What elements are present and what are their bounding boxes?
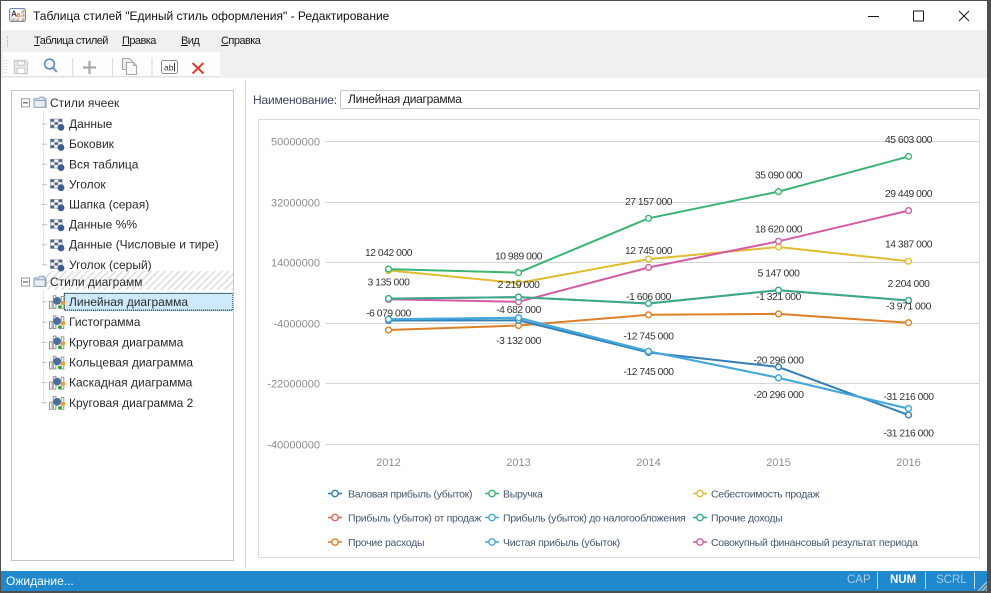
svg-text:2014: 2014: [636, 457, 660, 469]
svg-text:Совокупный финансовый результа: Совокупный финансовый результат периода: [711, 537, 918, 549]
svg-text:Кольцевая диаграмма: Кольцевая диаграмма: [69, 355, 193, 369]
svg-text:2012: 2012: [376, 457, 400, 469]
svg-text:-12 745 000: -12 745 000: [623, 367, 674, 378]
svg-text:Боковик: Боковик: [69, 137, 115, 151]
svg-text:-31 216 000: -31 216 000: [883, 392, 934, 403]
svg-text:-1 606 000: -1 606 000: [626, 292, 671, 303]
svg-text:2013: 2013: [506, 457, 530, 469]
svg-text:-20 296 000: -20 296 000: [753, 390, 804, 401]
svg-text:Прибыль (убыток) до налогообло: Прибыль (убыток) до налогообложения: [503, 513, 685, 525]
svg-text:3 135 000: 3 135 000: [368, 277, 410, 288]
svg-text:35 090 000: 35 090 000: [755, 170, 803, 181]
svg-text:14000000: 14000000: [271, 257, 320, 269]
svg-text:Гистограмма: Гистограмма: [69, 315, 141, 329]
svg-text:Вся таблица: Вся таблица: [69, 157, 139, 171]
svg-text:Данные (Числовые и тире): Данные (Числовые и тире): [69, 238, 219, 252]
svg-text:Каскадная диаграмма: Каскадная диаграмма: [69, 376, 193, 390]
svg-text:Данные %%: Данные %%: [69, 218, 137, 232]
svg-text:Выручка: Выручка: [503, 489, 543, 501]
svg-text:Круговая диаграмма 2: Круговая диаграмма 2: [69, 396, 194, 410]
svg-text:12 745 000: 12 745 000: [625, 246, 673, 257]
svg-text:-4000000: -4000000: [274, 318, 321, 330]
svg-text:-4 682 000: -4 682 000: [496, 305, 541, 316]
svg-text:2016: 2016: [896, 457, 920, 469]
svg-text:Валовая прибыль (убыток): Валовая прибыль (убыток): [348, 489, 472, 501]
svg-text:2 219 000: 2 219 000: [498, 280, 540, 291]
svg-text:50000000: 50000000: [271, 136, 320, 148]
svg-text:Круговая диаграмма: Круговая диаграмма: [69, 335, 184, 349]
svg-text:ab: ab: [164, 63, 174, 73]
svg-text:Стили ячеек: Стили ячеек: [50, 96, 120, 110]
svg-text:27 157 000: 27 157 000: [625, 197, 673, 208]
svg-text:10 989 000: 10 989 000: [495, 251, 543, 262]
svg-text:Стили диаграмм: Стили диаграмм: [50, 275, 143, 289]
svg-text:Прибыль (убыток) от продаж: Прибыль (убыток) от продаж: [348, 513, 481, 525]
svg-text:32000000: 32000000: [271, 197, 320, 209]
svg-text:45 603 000: 45 603 000: [885, 135, 933, 146]
svg-text:Линейная диаграмма: Линейная диаграмма: [69, 295, 188, 309]
svg-text:Шапка (серая): Шапка (серая): [69, 198, 149, 212]
svg-text:-6 079 000: -6 079 000: [366, 308, 411, 319]
svg-text:-1 321 000: -1 321 000: [756, 292, 801, 303]
svg-text:-31 216 000: -31 216 000: [883, 428, 934, 439]
svg-text:A: A: [11, 10, 17, 19]
svg-text:5 147 000: 5 147 000: [758, 269, 800, 280]
svg-text:-3 971 000: -3 971 000: [886, 301, 931, 312]
svg-text:Уголок: Уголок: [69, 177, 106, 191]
svg-text:Себестоимость продаж: Себестоимость продаж: [711, 489, 820, 501]
svg-text:Уголок (серый): Уголок (серый): [69, 258, 152, 272]
svg-text:-20 296 000: -20 296 000: [753, 356, 804, 367]
svg-text:Данные: Данные: [69, 117, 113, 131]
svg-text:2 204 000: 2 204 000: [888, 279, 930, 290]
svg-text:a: a: [16, 10, 21, 19]
svg-text:-3 132 000: -3 132 000: [496, 336, 541, 347]
svg-text:18 620 000: 18 620 000: [755, 224, 803, 235]
svg-text:2015: 2015: [766, 457, 790, 469]
svg-text:-12 745 000: -12 745 000: [623, 331, 674, 342]
svg-text:Прочие доходы: Прочие доходы: [711, 513, 782, 525]
svg-text:Чистая прибыль (убыток): Чистая прибыль (убыток): [503, 537, 620, 549]
svg-text:14 387 000: 14 387 000: [885, 240, 933, 251]
svg-text:29 449 000: 29 449 000: [885, 189, 933, 200]
svg-text:-40000000: -40000000: [267, 439, 320, 451]
svg-text:12 042 000: 12 042 000: [365, 248, 413, 259]
svg-text:-22000000: -22000000: [267, 378, 320, 390]
svg-text:Прочие расходы: Прочие расходы: [348, 537, 424, 549]
